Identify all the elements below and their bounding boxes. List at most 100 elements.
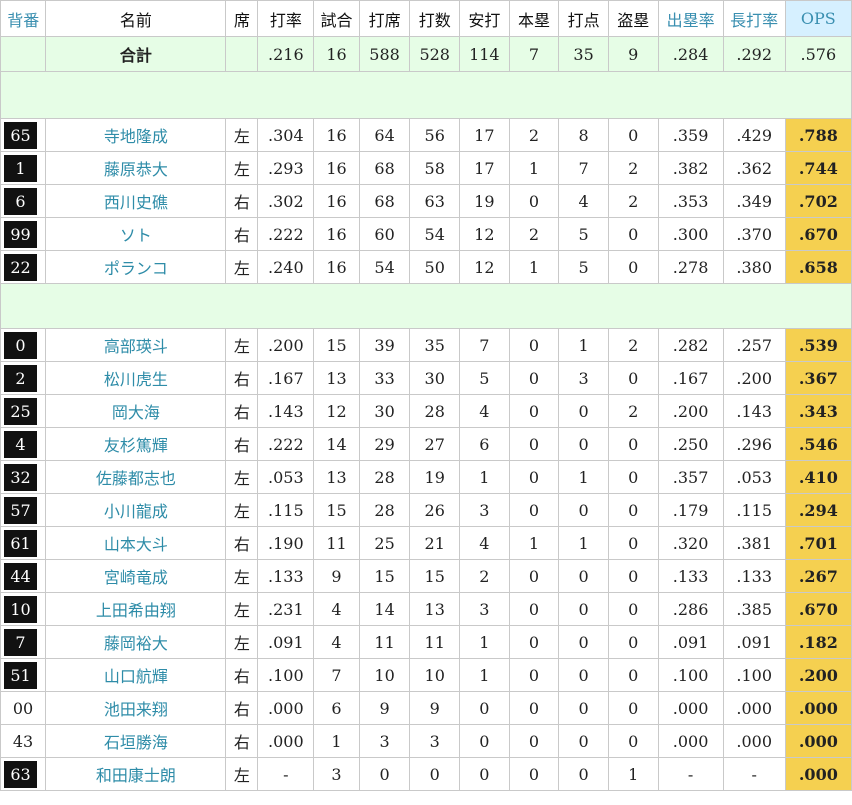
header-slg[interactable]: 長打率 bbox=[722, 0, 786, 37]
stat-ab: 27 bbox=[409, 427, 461, 461]
stat-games: 6 bbox=[313, 691, 360, 725]
uniform-number-badge: 25 bbox=[4, 397, 37, 425]
player-name-link[interactable]: 松川虎生 bbox=[45, 361, 227, 395]
bats-cell: 左 bbox=[225, 559, 259, 593]
group-separator bbox=[0, 71, 852, 119]
total-hits: 114 bbox=[459, 36, 510, 72]
header-row: 背番 名前 席 打率 試合 打席 打数 安打 本塁 打点 盗塁 出塁率 長打率 … bbox=[0, 0, 852, 37]
stat-obp: .278 bbox=[657, 250, 724, 284]
header-avg[interactable]: 打率 bbox=[257, 0, 315, 37]
stat-ops: .670 bbox=[784, 217, 852, 251]
bats-cell: 左 bbox=[225, 151, 259, 185]
stat-hits: 12 bbox=[459, 250, 510, 284]
header-ab[interactable]: 打数 bbox=[409, 0, 461, 37]
player-name-link[interactable]: 友杉篤輝 bbox=[45, 427, 227, 461]
stat-slg: .143 bbox=[722, 394, 786, 428]
stat-hits: 3 bbox=[459, 592, 510, 626]
player-name-link[interactable]: 石垣勝海 bbox=[45, 724, 227, 758]
player-row: 57 小川龍成左 .115 15 28 26 3 0 0 0.179.115.294 bbox=[0, 493, 852, 527]
number-cell: 25 bbox=[0, 394, 47, 428]
stat-obp: .359 bbox=[657, 118, 724, 152]
stat-ab: 0 bbox=[409, 757, 461, 791]
player-name-link[interactable]: ポランコ bbox=[45, 250, 227, 284]
header-hr[interactable]: 本塁 bbox=[508, 0, 560, 37]
stat-sb: 0 bbox=[607, 250, 659, 284]
stat-hits: 1 bbox=[459, 658, 510, 692]
player-row: 10 上田希由翔左 .231 4 14 13 3 0 0 0.286.385.670 bbox=[0, 592, 852, 626]
stat-obp: .357 bbox=[657, 460, 724, 494]
stat-sb: 2 bbox=[607, 184, 659, 218]
stat-ops: .546 bbox=[784, 427, 852, 461]
player-name-link[interactable]: 山本大斗 bbox=[45, 526, 227, 560]
number-cell: 10 bbox=[0, 592, 47, 626]
player-name-link[interactable]: 宮崎竜成 bbox=[45, 559, 227, 593]
stat-obp: .000 bbox=[657, 691, 724, 725]
stat-obp: .200 bbox=[657, 394, 724, 428]
stat-hr: 0 bbox=[508, 493, 560, 527]
stat-ops: .539 bbox=[784, 328, 852, 362]
stat-obp: .100 bbox=[657, 658, 724, 692]
player-name-link[interactable]: 池田来翔 bbox=[45, 691, 227, 725]
stat-avg: .115 bbox=[257, 493, 315, 527]
stat-games: 1 bbox=[313, 724, 360, 758]
uniform-number: 00 bbox=[12, 698, 34, 718]
player-name-link[interactable]: 藤原恭大 bbox=[45, 151, 227, 185]
stat-hits: 1 bbox=[459, 460, 510, 494]
header-sb[interactable]: 盗塁 bbox=[607, 0, 659, 37]
stat-hits: 17 bbox=[459, 118, 510, 152]
header-games[interactable]: 試合 bbox=[313, 0, 360, 37]
stat-hr: 0 bbox=[508, 394, 560, 428]
stat-games: 9 bbox=[313, 559, 360, 593]
header-number[interactable]: 背番 bbox=[0, 0, 47, 37]
player-name-link[interactable]: 西川史礁 bbox=[45, 184, 227, 218]
player-name-link[interactable]: 寺地隆成 bbox=[45, 118, 227, 152]
player-name-link[interactable]: 上田希由翔 bbox=[45, 592, 227, 626]
total-ab: 528 bbox=[409, 36, 461, 72]
header-ops[interactable]: OPS bbox=[784, 0, 852, 37]
stat-avg: - bbox=[257, 757, 315, 791]
stat-slg: .133 bbox=[722, 559, 786, 593]
stat-ab: 35 bbox=[409, 328, 461, 362]
stat-rbi: 0 bbox=[558, 724, 609, 758]
stat-pa: 68 bbox=[358, 151, 411, 185]
stat-hits: 5 bbox=[459, 361, 510, 395]
player-name-link[interactable]: 小川龍成 bbox=[45, 493, 227, 527]
header-pa[interactable]: 打席 bbox=[358, 0, 411, 37]
stat-games: 7 bbox=[313, 658, 360, 692]
bats-cell: 右 bbox=[225, 427, 259, 461]
stat-avg: .222 bbox=[257, 217, 315, 251]
header-rbi[interactable]: 打点 bbox=[558, 0, 609, 37]
player-name-link[interactable]: 山口航輝 bbox=[45, 658, 227, 692]
header-obp[interactable]: 出塁率 bbox=[657, 0, 724, 37]
stat-hits: 3 bbox=[459, 493, 510, 527]
stat-slg: .381 bbox=[722, 526, 786, 560]
stat-pa: 30 bbox=[358, 394, 411, 428]
stat-slg: .429 bbox=[722, 118, 786, 152]
player-name-link[interactable]: 藤岡裕大 bbox=[45, 625, 227, 659]
player-name-link[interactable]: ソト bbox=[45, 217, 227, 251]
stat-rbi: 0 bbox=[558, 559, 609, 593]
uniform-number-badge: 4 bbox=[4, 430, 37, 458]
stat-hr: 0 bbox=[508, 460, 560, 494]
stat-pa: 60 bbox=[358, 217, 411, 251]
stat-pa: 28 bbox=[358, 493, 411, 527]
total-pa: 588 bbox=[358, 36, 411, 72]
player-name-link[interactable]: 和田康士朗 bbox=[45, 757, 227, 791]
stat-rbi: 8 bbox=[558, 118, 609, 152]
stats-body: 合計 .216 16 588 528 114 7 35 9 .284 .292 … bbox=[0, 36, 852, 791]
player-name-link[interactable]: 高部瑛斗 bbox=[45, 328, 227, 362]
player-name-link[interactable]: 岡大海 bbox=[45, 394, 227, 428]
player-name-link[interactable]: 佐藤都志也 bbox=[45, 460, 227, 494]
stat-games: 13 bbox=[313, 361, 360, 395]
stat-avg: .293 bbox=[257, 151, 315, 185]
stat-pa: 11 bbox=[358, 625, 411, 659]
stat-ops: .701 bbox=[784, 526, 852, 560]
stat-games: 4 bbox=[313, 592, 360, 626]
stat-games: 16 bbox=[313, 118, 360, 152]
number-cell: 44 bbox=[0, 559, 47, 593]
player-row: 22 ポランコ左 .240 16 54 50 12 1 5 0.278.380.658 bbox=[0, 250, 852, 284]
stat-hr: 0 bbox=[508, 328, 560, 362]
stat-ab: 26 bbox=[409, 493, 461, 527]
header-hits[interactable]: 安打 bbox=[459, 0, 510, 37]
player-row: 65 寺地隆成左 .304 16 64 56 17 2 8 0.359.429.788 bbox=[0, 118, 852, 152]
